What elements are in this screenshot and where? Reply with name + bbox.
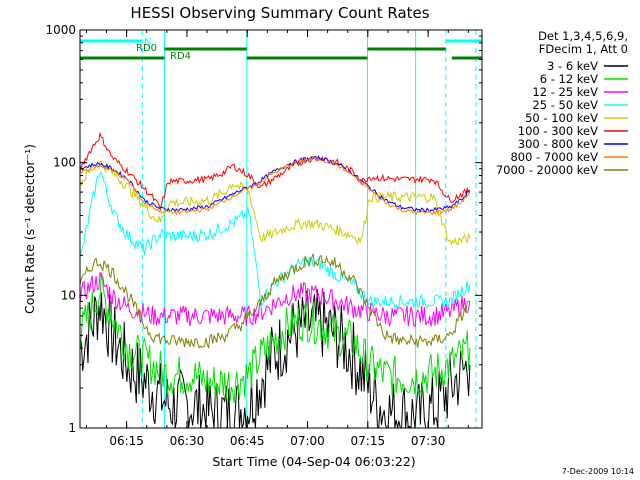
series-line-8 — [80, 253, 470, 349]
legend: Det 1,3,4,5,6,9,FDecim 1, Att 0 3 - 6 keV… — [496, 29, 628, 177]
legend-label-1: 6 - 12 keV — [540, 72, 598, 86]
series-line-1 — [80, 272, 471, 404]
legend-label-0: 3 - 6 keV — [547, 59, 598, 73]
y-tick-label-0: 1 — [68, 421, 76, 435]
series-line-0 — [80, 288, 471, 428]
x-tick-label-2: 06:45 — [230, 434, 265, 448]
x-tick-label-1: 06:30 — [170, 434, 205, 448]
legend-header-1: FDecim 1, Att 0 — [539, 42, 628, 56]
plot-frame — [79, 29, 483, 429]
series-lines — [80, 131, 471, 428]
x-tick-label-5: 07:30 — [411, 434, 446, 448]
x-tick-label-0: 06:15 — [109, 434, 144, 448]
series-line-2 — [80, 271, 471, 328]
y-tick-label-3: 1000 — [45, 23, 76, 37]
y-axis-label: Count Rate (s⁻¹ detector⁻¹) — [22, 144, 37, 314]
series-line-4 — [80, 160, 471, 246]
series-line-7 — [80, 156, 471, 216]
legend-label-6: 300 - 800 keV — [518, 137, 598, 151]
annotation-n: N — [144, 37, 151, 48]
x-tick-label-3: 07:00 — [290, 434, 325, 448]
footer-date: 7-Dec-2009 10:14 — [562, 467, 634, 476]
legend-header-0: Det 1,3,4,5,6,9, — [538, 29, 628, 43]
series-line-5 — [80, 131, 471, 211]
legend-label-8: 7000 - 20000 keV — [496, 163, 598, 177]
series-line-6 — [80, 155, 471, 213]
y-tick-label-1: 10 — [61, 288, 76, 302]
annotation-rd0: RD0 — [136, 43, 157, 54]
vertical-lines — [141, 30, 477, 428]
x-tick-label-4: 07:15 — [351, 434, 386, 448]
legend-label-4: 50 - 100 keV — [525, 111, 598, 125]
flag-bars — [80, 39, 482, 60]
annotation-rd4: RD4 — [170, 51, 191, 62]
x-axis-label: Start Time (04-Sep-04 06:03:22) — [212, 454, 415, 469]
chart-title: HESSI Observing Summary Count Rates — [130, 4, 429, 22]
legend-label-7: 800 - 7000 keV — [510, 150, 598, 164]
series-line-3 — [80, 171, 471, 310]
axes: 06:15 06:30 06:45 07:00 07:15 07:30 1 10 100 1000 — [45, 23, 482, 448]
legend-label-3: 25 - 50 keV — [532, 98, 598, 112]
legend-label-2: 12 - 25 keV — [532, 85, 598, 99]
legend-label-5: 100 - 300 keV — [518, 124, 598, 138]
y-tick-label-2: 100 — [53, 156, 76, 170]
